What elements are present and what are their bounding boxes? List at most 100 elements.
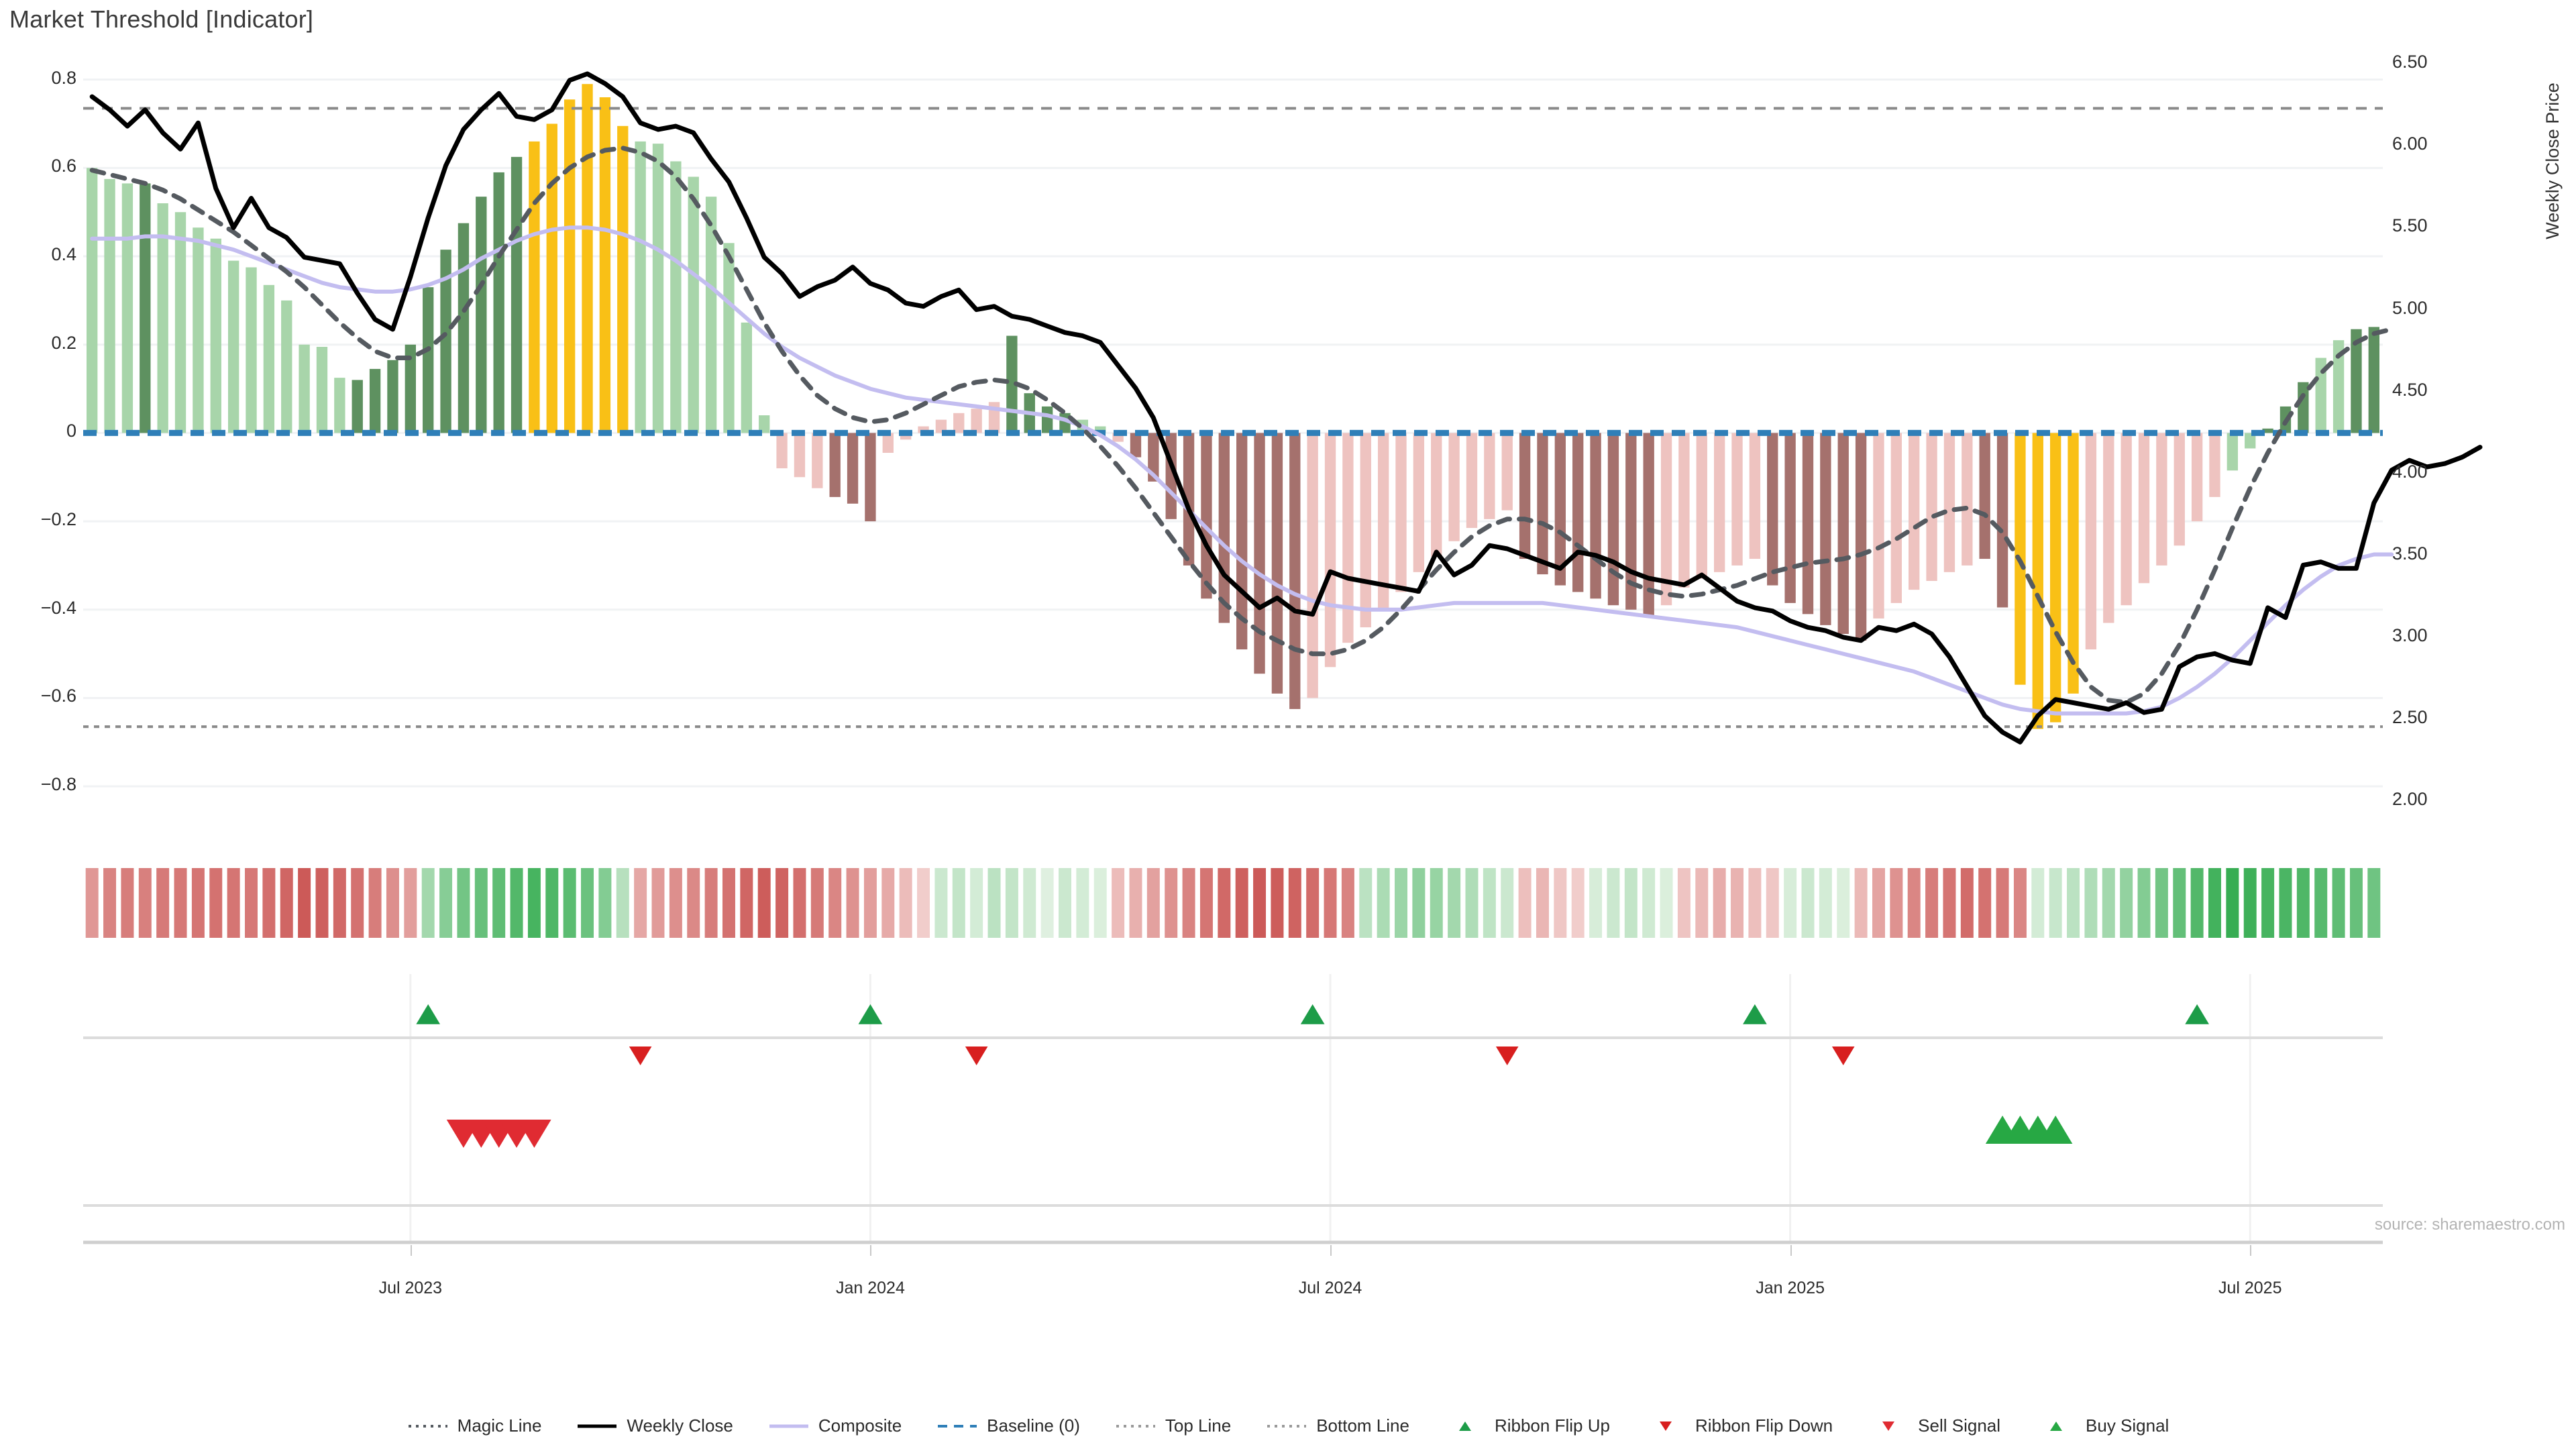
histogram-bar xyxy=(1572,433,1584,592)
ribbon-cell xyxy=(1801,868,1815,938)
histogram-bar xyxy=(210,238,221,433)
y-axis-left-tick: 0 xyxy=(66,421,76,441)
histogram-bar xyxy=(1590,433,1601,599)
ribbon-cell xyxy=(1518,868,1532,938)
magic-line xyxy=(89,146,2394,705)
legend-key-triangle-up-icon xyxy=(2050,1421,2063,1431)
histogram-bar xyxy=(2368,327,2379,433)
legend-key-dashed-line-icon xyxy=(938,1424,977,1428)
legend-item[interactable]: Baseline (0) xyxy=(936,1415,1080,1436)
ribbon-cell xyxy=(2190,868,2204,938)
y-axis-left-tick: 0.4 xyxy=(51,244,76,265)
ribbon-cell xyxy=(2279,868,2292,938)
composite-line xyxy=(90,225,2394,716)
histogram-bar xyxy=(334,378,345,433)
ribbon-cell xyxy=(2208,868,2221,938)
histogram-bar xyxy=(953,413,965,433)
histogram-bar xyxy=(1431,433,1442,557)
ribbon-cell xyxy=(298,868,311,938)
ribbon-cell xyxy=(1253,868,1267,938)
histogram-bar xyxy=(281,300,292,433)
histogram-bar xyxy=(2315,358,2326,433)
ribbon-cell xyxy=(1165,868,1178,938)
histogram-bar xyxy=(1324,433,1336,667)
histogram-bar xyxy=(529,141,540,433)
legend-item[interactable]: Top Line xyxy=(1115,1415,1231,1436)
ribbon-cell xyxy=(2067,868,2080,938)
histogram-bar xyxy=(2174,433,2185,546)
ribbon-cell xyxy=(669,868,682,938)
histogram-bar xyxy=(423,287,434,433)
histogram-bar xyxy=(1148,433,1159,482)
legend-label: Magic Line xyxy=(457,1415,542,1436)
ribbon-cell xyxy=(1288,868,1301,938)
legend-item[interactable]: Weekly Close xyxy=(576,1415,733,1436)
ribbon-cell xyxy=(1306,868,1320,938)
legend-item[interactable]: Buy Signal xyxy=(2035,1415,2169,1436)
histogram-bar xyxy=(670,161,682,433)
ribbon-cell xyxy=(2102,868,2115,938)
histogram-bar xyxy=(1660,433,1672,606)
legend-label: Top Line xyxy=(1165,1415,1232,1436)
ribbon-cell xyxy=(457,868,470,938)
histogram-bar xyxy=(2226,433,2239,471)
histogram-bar xyxy=(776,433,788,469)
histogram-bar xyxy=(104,178,115,433)
ribbon-cell xyxy=(1341,868,1354,938)
histogram-bar xyxy=(1873,433,1884,619)
ribbon-cell xyxy=(245,868,258,938)
legend-item[interactable]: Sell Signal xyxy=(1868,1415,2000,1436)
ribbon-cell xyxy=(2049,868,2062,938)
legend-item[interactable]: Composite xyxy=(768,1415,902,1436)
legend-item[interactable]: Bottom Line xyxy=(1266,1415,1409,1436)
ribbon-flip-up-marker xyxy=(416,1004,441,1024)
histogram-bar xyxy=(1909,433,1920,590)
legend-label: Bottom Line xyxy=(1316,1415,1409,1436)
histogram-bar xyxy=(246,267,257,433)
histogram-bar xyxy=(1130,433,1142,458)
histogram-bar xyxy=(1979,433,1990,559)
histogram-bar xyxy=(369,368,381,433)
histogram-bar xyxy=(2103,433,2114,623)
ribbon-cell xyxy=(1784,868,1797,938)
ribbon-cell xyxy=(103,868,117,938)
histogram-bar xyxy=(1713,433,1725,572)
x-axis-tick-label: Jul 2023 xyxy=(378,1279,443,1297)
ribbon-cell xyxy=(881,868,895,938)
ribbon-cell xyxy=(1430,868,1443,938)
legend-key-solid-line-icon xyxy=(578,1424,617,1428)
histogram-bar xyxy=(2156,433,2167,566)
y-axis-left-tick: −0.8 xyxy=(40,774,76,795)
legend-item[interactable]: Magic Line xyxy=(407,1415,542,1436)
ribbon-cell xyxy=(1536,868,1549,938)
y-axis-right-tick: 2.50 xyxy=(2392,706,2428,727)
histogram-bar xyxy=(1607,433,1619,606)
ribbon-cell xyxy=(121,868,134,938)
histogram-bar xyxy=(227,260,239,433)
ribbon-cell xyxy=(651,868,665,938)
histogram-bar xyxy=(263,284,275,433)
ribbon-cell xyxy=(209,868,223,938)
histogram-bar xyxy=(599,97,611,433)
histogram-bar xyxy=(1307,433,1318,698)
legend-item[interactable]: Ribbon Flip Up xyxy=(1444,1415,1610,1436)
ribbon-cell xyxy=(227,868,240,938)
y-axis-left-tick: 0.6 xyxy=(51,156,76,176)
histogram-bar xyxy=(1201,433,1212,599)
y-axis-right-tick: 5.00 xyxy=(2392,297,2428,318)
ribbon-cell xyxy=(987,868,1001,938)
x-axis-tick-label: Jan 2025 xyxy=(1756,1279,1825,1297)
ribbon-cell xyxy=(2314,868,2328,938)
ribbon-cell xyxy=(1359,868,1373,938)
ribbon-cell xyxy=(2226,868,2239,938)
legend-item[interactable]: Ribbon Flip Down xyxy=(1645,1415,1833,1436)
histogram-bar xyxy=(2262,428,2273,433)
ribbon-cell xyxy=(1907,868,1921,938)
histogram-bar xyxy=(387,360,398,433)
histogram-bar xyxy=(1802,433,1814,614)
ribbon-cell xyxy=(1589,868,1603,938)
histogram-bar xyxy=(140,183,151,433)
histogram-bar xyxy=(865,433,876,522)
ribbon-cell xyxy=(1642,868,1656,938)
histogram-bar xyxy=(2068,433,2079,694)
